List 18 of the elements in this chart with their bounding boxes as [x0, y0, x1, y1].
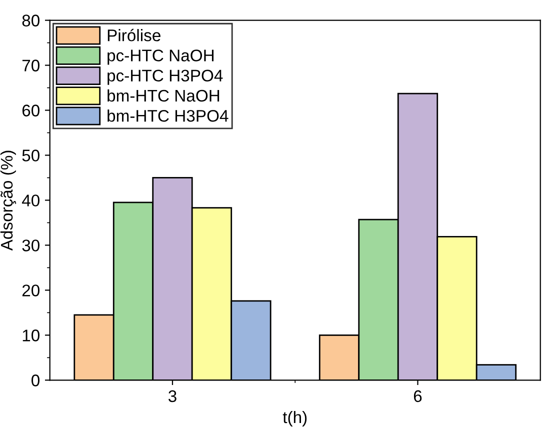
legend-label: bm-HTC NaOH — [108, 89, 220, 102]
legend-label: bm-HTC H3PO4 — [108, 110, 228, 122]
y-tick-label: 0 — [32, 374, 40, 386]
y-axis-title: Adsorção (%) — [0, 150, 16, 251]
y-tick-label: 50 — [22, 150, 40, 162]
x-tick-label: 6 — [414, 390, 422, 402]
x-tick-label: 3 — [168, 390, 176, 402]
legend-label: pc-HTC H3PO4 — [108, 70, 223, 85]
y-tick-label: 60 — [22, 104, 40, 116]
y-tick-label: 80 — [22, 14, 40, 26]
x-axis-title: t(h) — [282, 410, 307, 426]
y-tick-label: 20 — [22, 284, 40, 296]
y-tick-label: 30 — [22, 240, 40, 252]
y-tick-label: 70 — [22, 60, 40, 72]
legend-label: Pirólise — [108, 28, 160, 42]
y-tick-label: 40 — [22, 194, 40, 206]
legend-label: pc-HTC NaOH — [108, 50, 214, 65]
y-tick-label: 10 — [22, 330, 40, 342]
